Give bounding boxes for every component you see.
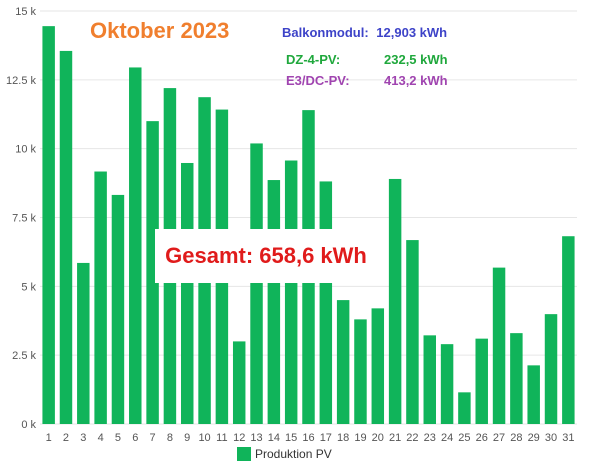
bar: [510, 333, 523, 424]
info-value: 413,2 kWh: [384, 73, 448, 88]
bar: [284, 160, 298, 425]
bar: [423, 335, 436, 424]
bar: [267, 180, 281, 424]
x-tick-label: 17: [320, 432, 332, 444]
x-tick-label: 9: [184, 432, 190, 444]
x-tick-label: 19: [354, 432, 366, 444]
legend-swatch: [237, 447, 251, 461]
y-axis-ticks: 0 k 2.5 k 5 k 7.5 k 10 k 12.5 k 15 k: [6, 6, 36, 431]
x-tick-label: 29: [528, 432, 540, 444]
bar: [492, 267, 506, 424]
bar: [544, 314, 558, 424]
x-tick-label: 21: [389, 432, 401, 444]
x-tick-label: 5: [115, 432, 121, 444]
y-tick-label: 2.5 k: [12, 350, 36, 362]
x-tick-label: 14: [268, 432, 280, 444]
bar: [181, 162, 194, 424]
bar: [371, 308, 385, 424]
info-value: 232,5 kWh: [384, 52, 448, 67]
x-tick-label: 28: [510, 432, 522, 444]
x-tick-label: 2: [63, 432, 69, 444]
bar: [59, 50, 73, 424]
x-tick-label: 12: [233, 432, 245, 444]
bar: [354, 319, 367, 424]
bar: [94, 171, 107, 424]
info-label: E3/DC-PV:: [286, 73, 350, 88]
info-value: 12,903 kWh: [376, 25, 448, 40]
info-label: DZ-4-PV:: [286, 52, 341, 67]
bar: [406, 240, 419, 424]
x-tick-label: 10: [198, 432, 210, 444]
bar: [77, 262, 90, 424]
total-label: Gesamt: 658,6 kWh: [155, 229, 377, 283]
info-row-e3dcpv: E3/DC-PV: 413,2 kWh: [286, 73, 451, 88]
y-tick-label: 5 k: [21, 281, 36, 293]
y-tick-label: 10 k: [15, 144, 36, 156]
bar: [42, 26, 55, 424]
bar: [111, 194, 125, 424]
x-tick-label: 15: [285, 432, 297, 444]
x-tick-label: 27: [493, 432, 505, 444]
x-tick-label: 13: [250, 432, 262, 444]
bar: [146, 121, 159, 424]
x-tick-label: 24: [441, 432, 453, 444]
x-tick-label: 23: [424, 432, 436, 444]
x-tick-label: 1: [46, 432, 52, 444]
x-tick-label: 8: [167, 432, 173, 444]
x-tick-label: 30: [545, 432, 557, 444]
x-tick-label: 3: [80, 432, 86, 444]
legend-label: Produktion PV: [255, 447, 332, 461]
bar: [388, 178, 402, 424]
y-tick-label: 7.5 k: [12, 213, 36, 225]
bar: [562, 236, 575, 424]
bar: [440, 344, 454, 424]
info-row-balkonmodul: Balkonmodul: 12,903 kWh: [282, 25, 447, 40]
info-label: Balkonmodul:: [282, 25, 369, 40]
chart-title: Oktober 2023: [90, 18, 230, 43]
legend[interactable]: Produktion PV: [237, 447, 332, 461]
bar: [319, 181, 333, 424]
x-tick-label: 26: [476, 432, 488, 444]
x-tick-label: 31: [562, 432, 574, 444]
bar: [129, 67, 142, 425]
x-tick-label: 25: [458, 432, 470, 444]
x-tick-label: 4: [98, 432, 104, 444]
x-tick-label: 22: [406, 432, 418, 444]
x-axis-ticks: 1 2 3 4 5 6 7 8 9 10 11 12 13 14 15 16 17 18 19 20 21 22 23 24 2…: [46, 432, 575, 444]
x-tick-label: 18: [337, 432, 349, 444]
bar: [458, 392, 471, 424]
info-row-dz4pv: DZ-4-PV: 232,5 kWh: [286, 52, 451, 67]
x-tick-label: 11: [216, 432, 227, 444]
x-tick-label: 16: [302, 432, 314, 444]
bar: [527, 365, 540, 424]
bar: [232, 341, 246, 424]
x-tick-label: 20: [372, 432, 384, 444]
x-tick-label: 7: [150, 432, 156, 444]
x-tick-label: 6: [132, 432, 138, 444]
bar: [475, 338, 488, 424]
bar: [250, 143, 263, 424]
y-tick-label: 12.5 k: [6, 75, 36, 87]
y-tick-label: 15 k: [15, 6, 36, 18]
y-tick-label: 0 k: [21, 419, 36, 431]
bar: [336, 300, 350, 424]
